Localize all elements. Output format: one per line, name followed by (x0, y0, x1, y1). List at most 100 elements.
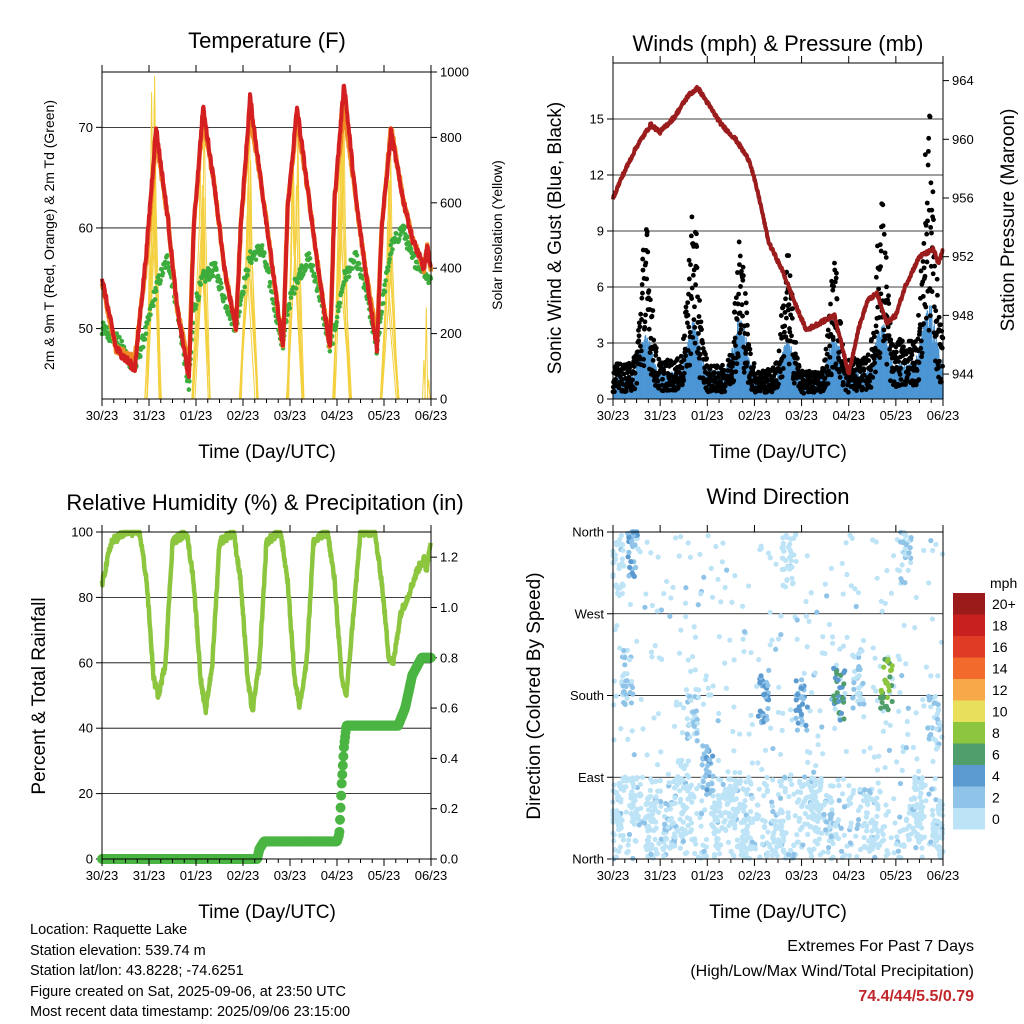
gust-point (642, 319, 648, 325)
gust-point (793, 351, 798, 357)
wind-direction-point (785, 810, 791, 816)
wind-direction-point (682, 850, 689, 857)
gust-point (860, 385, 865, 390)
wind-direction-point (694, 810, 700, 817)
gust-point (789, 315, 795, 321)
dewpoint-point (158, 278, 163, 283)
dewpoint-point (306, 251, 312, 256)
gust-point (737, 253, 743, 259)
gust-point (640, 290, 645, 296)
gust-point (922, 152, 928, 158)
wind-direction-point (881, 837, 887, 843)
humidity-ytick-label: 0 (86, 852, 93, 867)
gust-point (834, 270, 839, 276)
gust-point (630, 377, 635, 383)
wind-direction-point (914, 756, 920, 762)
dewpoint-point (242, 284, 247, 290)
gust-point (873, 369, 878, 375)
wind-direction-point (919, 845, 925, 851)
gust-point (712, 370, 717, 375)
gust-point (875, 304, 881, 310)
wind-direction-point (719, 559, 725, 565)
winds-xtick-label: 06/23 (927, 408, 960, 423)
winds-ytick-label: 15 (590, 112, 604, 127)
wind-direction-point (672, 535, 679, 541)
gust-point (642, 324, 648, 330)
wind-direction-point (939, 734, 945, 740)
wind-direction-point (720, 540, 726, 546)
gust-point (880, 223, 886, 229)
wind-direction-point (876, 753, 882, 759)
gust-point (939, 345, 945, 351)
gust-point (871, 334, 877, 340)
wind-direction-point (692, 667, 698, 673)
wind-direction-point (776, 684, 782, 690)
wind-direction-point (698, 823, 704, 829)
wind-direction-point (820, 634, 826, 640)
gust-point (640, 256, 646, 262)
gust-point (782, 329, 787, 335)
gust-point (897, 372, 903, 377)
wind-direction-panel: Wind Direction NorthEastSouthWestNorth30… (524, 484, 1017, 923)
gust-point (787, 329, 793, 335)
dewpoint-point (166, 264, 171, 270)
gust-point (776, 381, 781, 387)
wind-direction-point (685, 540, 691, 546)
gust-point (914, 368, 920, 373)
gust-point (913, 382, 919, 388)
gust-point (926, 327, 932, 333)
wind-direction-point (679, 730, 686, 736)
wind-direction-point (678, 627, 684, 633)
winds-xtick-label: 05/23 (880, 408, 913, 423)
dewpoint-point (165, 253, 170, 258)
gust-point (898, 365, 904, 371)
winds-y2tick-label: 964 (952, 73, 974, 88)
gust-point (735, 301, 741, 307)
wind-direction-point (655, 788, 661, 794)
wind-direction-point (777, 751, 784, 758)
wind-direction-point (809, 690, 815, 696)
wind-direction-point (724, 567, 730, 573)
wind-direction-point (789, 781, 795, 788)
dewpoint-point (156, 273, 162, 278)
gust-point (828, 372, 834, 378)
gust-point (778, 313, 784, 318)
winds-ytick-label: 9 (597, 224, 604, 239)
gust-point (861, 372, 867, 378)
gust-point (636, 320, 642, 326)
wind-direction-point (648, 550, 654, 556)
gust-point (899, 338, 905, 344)
wind-direction-point (877, 789, 883, 795)
gust-point (691, 317, 697, 323)
gust-point (631, 364, 637, 369)
gust-point (686, 257, 692, 263)
wind-direction-point (891, 796, 897, 802)
winds-y2tick-label: 952 (952, 249, 974, 264)
gust-point (751, 364, 756, 370)
dewpoint-point (159, 267, 165, 272)
wind-direction-point (870, 645, 876, 651)
dewpoint-point (151, 303, 156, 309)
gust-point (695, 294, 700, 300)
wind-direction-point (705, 533, 711, 539)
temperature-y2tick-label: 600 (440, 195, 462, 210)
dewpoint-point (245, 268, 251, 273)
wind-direction-point (899, 767, 905, 773)
gust-point (925, 162, 931, 168)
gust-point (833, 361, 839, 367)
wind-direction-point (819, 724, 825, 730)
dewpoint-point (144, 321, 150, 326)
gust-point (694, 244, 700, 249)
wind-direction-point (611, 737, 617, 743)
gust-point (650, 308, 656, 313)
wind-direction-point (853, 833, 859, 839)
wind-direction-point (803, 598, 809, 605)
dewpoint-point (295, 280, 301, 285)
wind-direction-point (929, 786, 935, 792)
gust-point (744, 322, 750, 328)
wind-direction-point (921, 547, 927, 554)
temperature-xtick-label: 05/23 (368, 408, 401, 423)
gust-point (636, 333, 642, 339)
wind-direction-point (816, 836, 822, 842)
wind-direction-point (703, 836, 710, 843)
